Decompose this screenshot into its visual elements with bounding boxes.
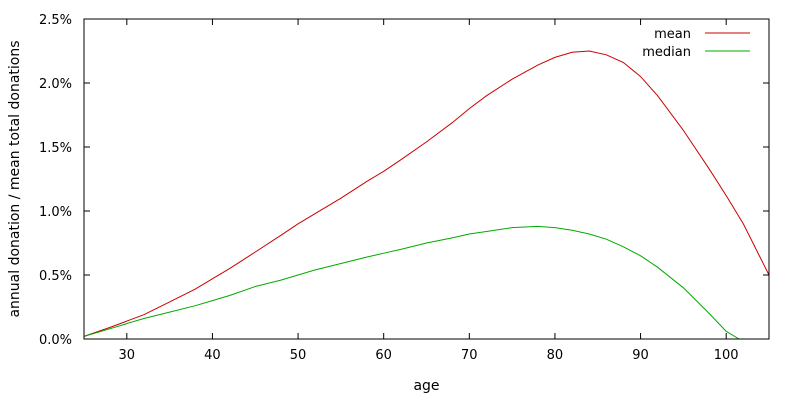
plot-frame [83,18,770,340]
y-tick-label: 1.0% [39,205,72,220]
y-tick-label: 0.0% [39,333,72,348]
x-tick-label: 60 [375,348,392,363]
legend: mean median [642,27,750,60]
y-tick-label: 1.5% [39,141,72,156]
series-line-mean [83,50,770,337]
axis-ticks: 30 40 50 60 70 80 90 100 0.0% 0.5% 1.0% 1.5% 2.0% 2.5… [39,13,769,363]
legend-label-median: median [642,45,691,60]
legend-label-mean: mean [654,27,691,42]
x-tick-label: 70 [461,348,478,363]
x-tick-label: 90 [632,348,649,363]
x-tick-label: 30 [119,348,136,363]
x-tick-label: 80 [547,348,564,363]
y-tick-label: 2.0% [39,77,72,92]
x-tick-label: 50 [290,348,307,363]
x-tick-label: 100 [714,348,739,363]
series-line-median [83,225,740,340]
x-axis-label: age [413,378,439,394]
x-tick-label: 40 [204,348,221,363]
series-lines [83,50,770,340]
y-axis-label: annual donation / mean total donations [7,40,23,317]
y-tick-label: 2.5% [39,13,72,28]
y-tick-label: 0.5% [39,269,72,284]
